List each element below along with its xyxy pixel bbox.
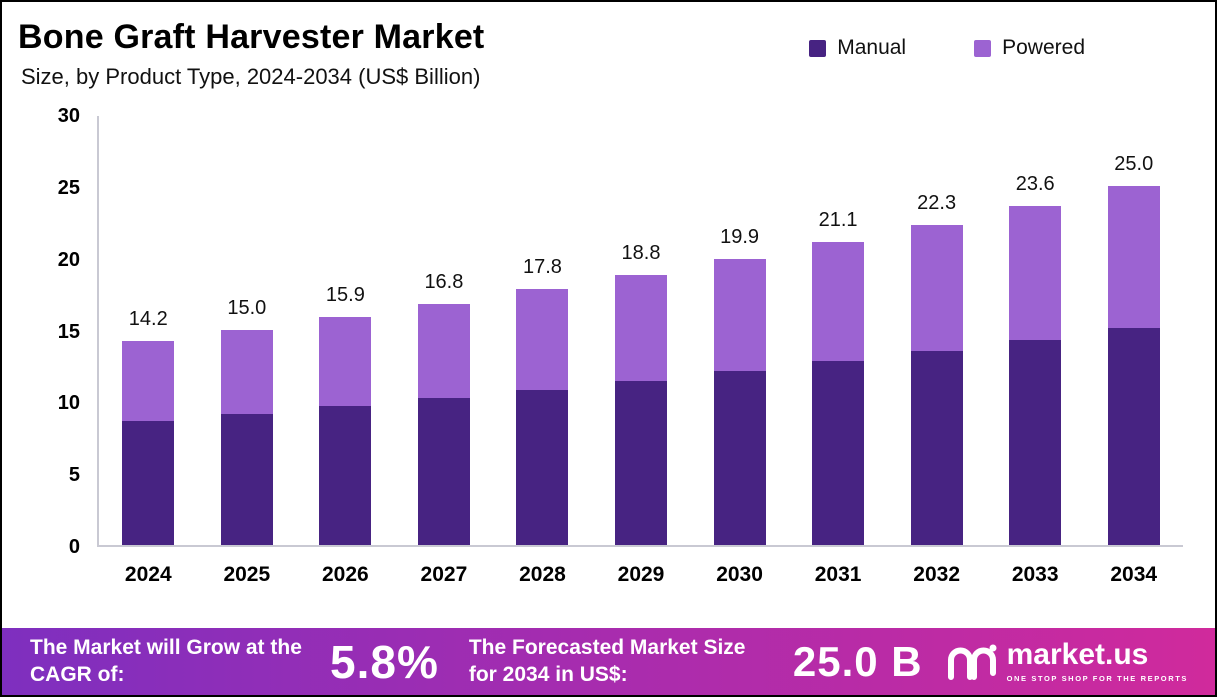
cagr-value: 5.8% — [330, 635, 439, 688]
bar-total-label-2024: 14.2 — [128, 308, 168, 330]
bar-group-2030: 19.9 2030 — [690, 116, 789, 586]
chart-legend: Manual Powered — [809, 36, 1085, 60]
y-tick-15: 15 — [57, 320, 80, 343]
bar-group-2031: 21.1 2031 — [789, 116, 888, 586]
bar-stack-2031 — [812, 241, 865, 545]
y-tick-20: 20 — [57, 248, 80, 271]
legend-item-manual: Manual — [809, 36, 906, 60]
bar-total-label-2032: 22.3 — [917, 191, 957, 214]
bar-segment-manual-2030 — [713, 371, 766, 545]
y-tick-0: 0 — [68, 536, 80, 558]
x-axis-label-2034: 2034 — [1110, 563, 1158, 586]
footer-banner: The Market will Grow at the CAGR of: 5.8… — [2, 628, 1215, 695]
page-title: Bone Graft Harvester Market — [18, 18, 485, 56]
x-axis-label-2025: 2025 — [223, 563, 271, 586]
bar-segment-manual-2027 — [417, 398, 470, 545]
bar-segment-manual-2032 — [910, 351, 963, 545]
legend-item-powered: Powered — [974, 36, 1085, 60]
bar-total-label-2025: 15.0 — [227, 296, 267, 319]
bar-segment-manual-2034 — [1107, 328, 1160, 545]
bar-group-2025: 15.0 2025 — [198, 116, 297, 586]
bar-group-2027: 16.8 2027 — [395, 116, 494, 586]
forecast-value: 25.0 B — [792, 637, 923, 685]
bar-group-2034: 25.0 2034 — [1084, 116, 1183, 586]
bar-group-2028: 17.8 2028 — [493, 116, 592, 586]
bar-stack-2026 — [319, 316, 372, 545]
bar-segment-powered-2028 — [516, 289, 569, 390]
bar-segment-manual-2028 — [516, 389, 569, 545]
stacked-bar-chart: 14.2 2024 15.0 2025 15.9 2026 16.8 2027 17.8 2028… — [97, 116, 1183, 586]
y-tick-10: 10 — [57, 392, 80, 415]
y-tick-5: 5 — [68, 464, 80, 487]
page-subtitle: Size, by Product Type, 2024-2034 (US$ Bi… — [21, 64, 481, 89]
bar-segment-powered-2032 — [910, 224, 963, 352]
y-axis: 0 5 10 15 20 25 30 — [32, 105, 80, 558]
brand-lockup: market.us ONE STOP SHOP FOR THE REPORTS — [945, 640, 1188, 683]
x-axis-label-2031: 2031 — [814, 563, 862, 586]
bar-total-label-2031: 21.1 — [818, 208, 858, 231]
bar-stack-2029 — [615, 274, 667, 545]
bar-stack-2028 — [516, 289, 569, 545]
x-axis-label-2029: 2029 — [617, 563, 665, 586]
x-axis-label-2027: 2027 — [420, 563, 468, 586]
bar-total-label-2030: 19.9 — [720, 226, 760, 249]
x-axis-label-2032: 2032 — [913, 563, 960, 586]
y-tick-25: 25 — [57, 176, 80, 199]
bar-segment-powered-2029 — [615, 274, 667, 382]
bar-segment-manual-2024 — [122, 421, 175, 545]
legend-label: Manual — [837, 36, 907, 59]
brand-text: market.us ONE STOP SHOP FOR THE REPORTS — [1006, 638, 1189, 684]
bar-total-label-2033: 23.6 — [1015, 172, 1055, 195]
y-tick-30: 30 — [57, 105, 80, 127]
bar-total-label-2029: 18.8 — [621, 241, 661, 264]
bar-stack-2034 — [1107, 185, 1160, 545]
x-axis-label-2024: 2024 — [124, 563, 172, 586]
bar-stack-2027 — [417, 303, 470, 545]
cagr-label: The Market will Grow at the CAGR of: — [30, 636, 302, 686]
bar-stack-2025 — [220, 329, 273, 545]
bar-segment-powered-2024 — [122, 341, 175, 422]
bar-group-2026: 15.9 2026 — [296, 116, 395, 586]
forecast-label: The Forecasted Market Size for 2034 in U… — [468, 636, 746, 686]
bar-segment-manual-2029 — [615, 381, 667, 545]
x-axis-label-2028: 2028 — [519, 563, 566, 586]
bar-group-2032: 22.3 2032 — [887, 116, 986, 586]
bar-segment-manual-2026 — [319, 405, 372, 545]
bar-segment-powered-2033 — [1009, 205, 1062, 340]
bar-total-label-2034: 25.0 — [1114, 152, 1154, 175]
x-axis-label-2026: 2026 — [322, 563, 369, 586]
bar-segment-powered-2026 — [319, 316, 372, 406]
bar-segment-powered-2030 — [713, 259, 766, 372]
bar-total-label-2028: 17.8 — [522, 256, 562, 279]
bar-segment-powered-2034 — [1107, 185, 1160, 329]
legend-label: Powered — [1002, 36, 1085, 59]
bar-stack-2033 — [1009, 205, 1062, 545]
bar-total-label-2027: 16.8 — [424, 270, 464, 293]
legend-swatch-powered — [974, 39, 992, 57]
marketus-logo-icon — [945, 643, 997, 681]
bar-segment-powered-2025 — [220, 329, 273, 415]
x-axis-label-2033: 2033 — [1011, 563, 1059, 586]
bar-group-2033: 23.6 2033 — [986, 116, 1085, 586]
legend-swatch-manual — [809, 39, 827, 57]
bar-segment-manual-2033 — [1009, 339, 1062, 545]
bar-segment-powered-2027 — [417, 303, 470, 399]
brand-name: market.us — [1006, 638, 1149, 671]
bar-segment-manual-2031 — [812, 361, 865, 545]
bar-stack-2024 — [122, 341, 175, 545]
bar-segment-powered-2031 — [812, 241, 865, 362]
x-axis-label-2030: 2030 — [716, 563, 763, 586]
bar-group-2029: 18.8 2029 — [592, 116, 691, 586]
bar-stack-2032 — [910, 224, 963, 545]
bar-stack-2030 — [713, 259, 766, 545]
bar-group-2024: 14.2 2024 — [99, 116, 198, 586]
bar-segment-manual-2025 — [220, 414, 273, 545]
bar-total-label-2026: 15.9 — [325, 283, 365, 306]
brand-tagline: ONE STOP SHOP FOR THE REPORTS — [1006, 674, 1189, 683]
